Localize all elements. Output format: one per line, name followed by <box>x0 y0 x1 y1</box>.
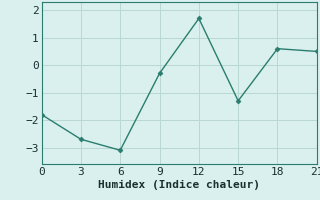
X-axis label: Humidex (Indice chaleur): Humidex (Indice chaleur) <box>98 180 260 190</box>
